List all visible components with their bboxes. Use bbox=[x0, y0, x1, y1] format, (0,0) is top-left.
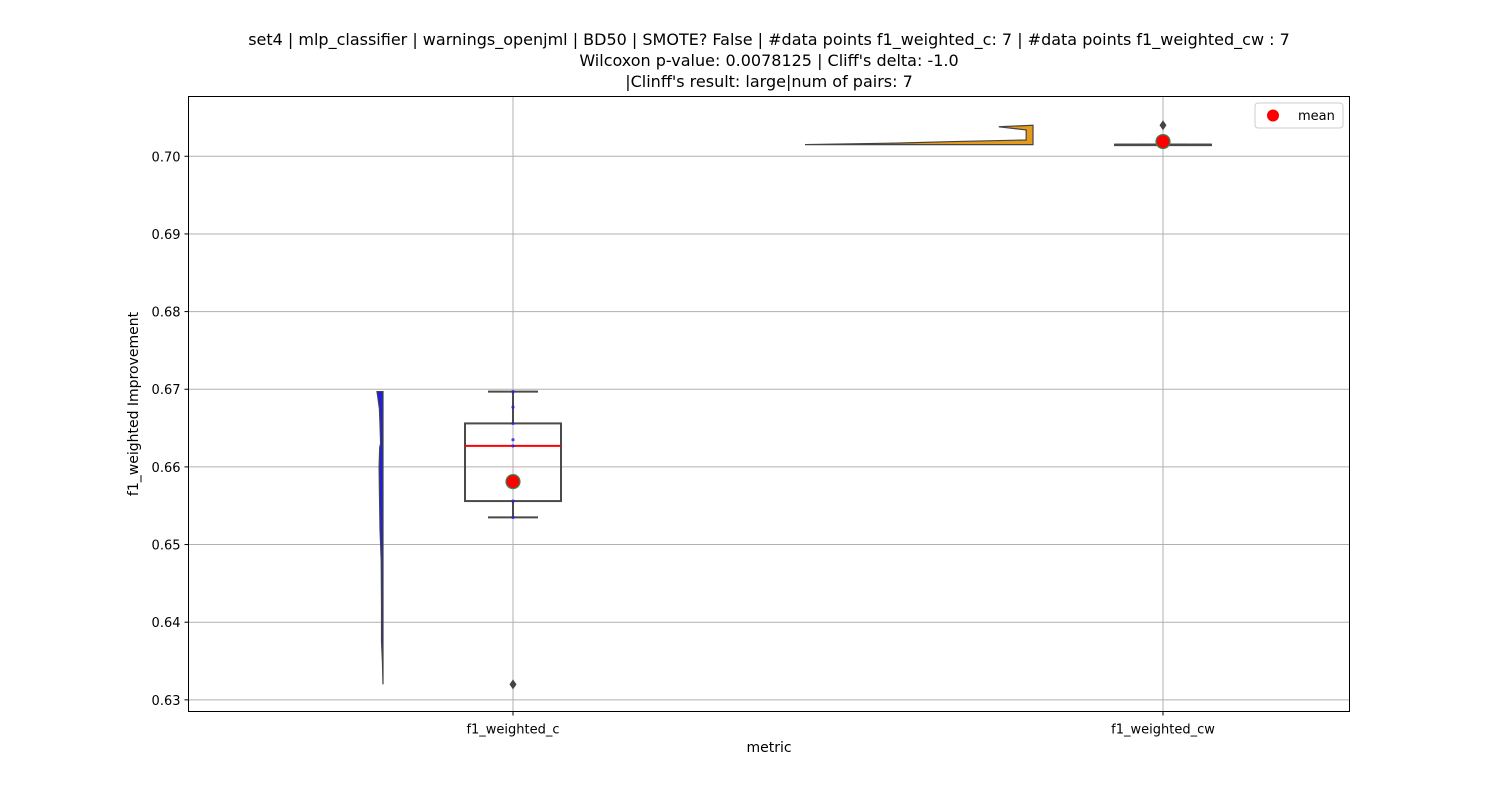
mean-marker bbox=[505, 474, 521, 490]
y-axis-label: f1_weighted Improvement bbox=[126, 311, 142, 496]
data-point bbox=[511, 438, 515, 442]
x-tick-label: f1_weighted_c bbox=[466, 723, 559, 738]
chart-title-line-1: set4 | mlp_classifier | warnings_openjml… bbox=[248, 30, 1290, 49]
chart-title-line-2: Wilcoxon p-value: 0.0078125 | Cliff's de… bbox=[579, 51, 959, 70]
legend-mean-label: mean bbox=[1298, 109, 1335, 124]
mean-marker bbox=[1155, 133, 1171, 150]
y-tick-label: 0.65 bbox=[152, 539, 181, 554]
outlier-marker bbox=[509, 679, 517, 690]
chart-title-line-3: |Clinff's result: large|num of pairs: 7 bbox=[625, 72, 913, 91]
legend-frame bbox=[1254, 102, 1344, 129]
outlier-marker bbox=[1159, 120, 1167, 131]
y-tick-label: 0.69 bbox=[152, 228, 181, 243]
y-tick-label: 0.67 bbox=[152, 383, 181, 398]
y-tick-label: 0.63 bbox=[152, 694, 181, 709]
y-tick-label: 0.70 bbox=[152, 150, 181, 165]
data-point bbox=[511, 389, 515, 394]
y-tick-label: 0.66 bbox=[152, 461, 181, 476]
plot-frame bbox=[188, 96, 1350, 712]
violin-f1_weighted_cw bbox=[804, 124, 1034, 146]
data-point bbox=[511, 405, 515, 409]
legend: mean bbox=[1254, 102, 1344, 129]
data-point bbox=[511, 499, 515, 503]
grid-lines bbox=[188, 96, 1350, 712]
chart-marks bbox=[376, 120, 1212, 690]
x-axis: f1_weighted_c f1_weighted_cw bbox=[466, 711, 1215, 738]
x-tick-label: f1_weighted_cw bbox=[1111, 723, 1215, 738]
x-axis-label: metric bbox=[746, 740, 791, 756]
y-tick-label: 0.68 bbox=[152, 306, 181, 321]
y-axis: 0.63 0.64 0.65 0.66 0.67 0.68 0.69 0.70 bbox=[152, 150, 189, 709]
legend-mean-marker bbox=[1267, 109, 1279, 122]
violin-f1_weighted_c bbox=[376, 390, 384, 685]
data-point bbox=[511, 444, 515, 448]
y-tick-label: 0.64 bbox=[152, 616, 181, 631]
data-point bbox=[511, 421, 515, 426]
data-point bbox=[511, 515, 515, 519]
